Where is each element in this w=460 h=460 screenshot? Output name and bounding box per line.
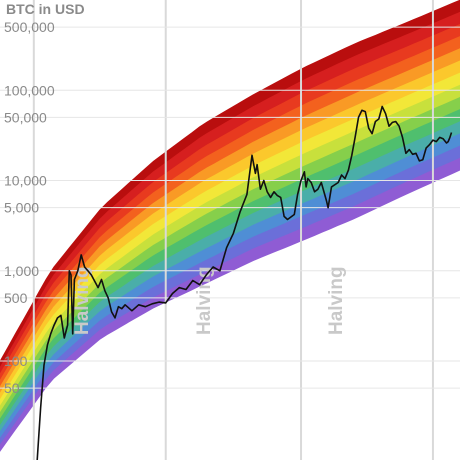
y-tick-label: 5,000 — [4, 200, 39, 216]
halving-label-4: Halving — [458, 266, 460, 335]
btc-price-line — [36, 105, 453, 460]
horizontal-gridlines — [0, 26, 460, 389]
halving-label-3: Halving — [326, 266, 347, 335]
halving-label-1: Halving — [72, 266, 93, 335]
y-tick-label: 50 — [4, 380, 20, 396]
rainbow-band-14 — [0, 157, 460, 452]
vertical-gridlines — [32, 0, 434, 460]
y-tick-label: 50,000 — [4, 109, 47, 125]
y-tick-label: 500,000 — [4, 19, 55, 35]
y-axis-label: BTC in USD — [6, 1, 85, 17]
y-tick-label: 10,000 — [4, 173, 47, 189]
y-tick-label: 500 — [4, 290, 28, 306]
y-tick-label: 1,000 — [4, 263, 39, 279]
y-tick-labels: 500,000 100,000 50,000 10,000 5,000 1,000 500 1… — [4, 19, 55, 396]
y-tick-label: 100 — [4, 353, 28, 369]
price-series — [36, 105, 453, 460]
y-tick-label: 100,000 — [4, 82, 55, 98]
